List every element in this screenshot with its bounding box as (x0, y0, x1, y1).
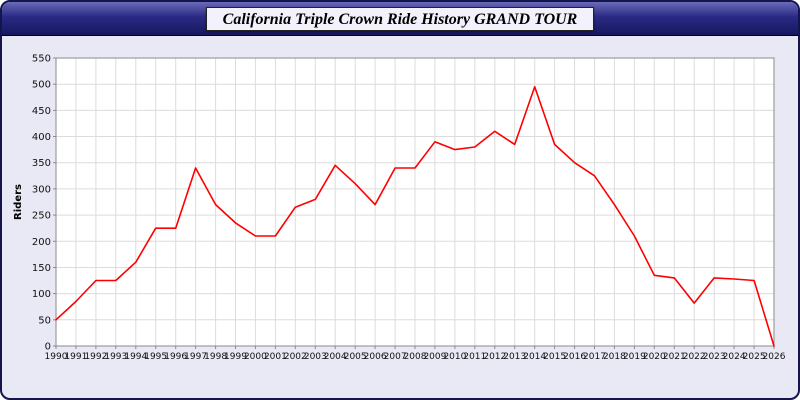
chart-title-box: California Triple Crown Ride History GRA… (205, 6, 595, 31)
svg-text:2024: 2024 (723, 352, 746, 362)
chart-canvas: 0501001502002503003504004505005501990199… (13, 54, 786, 363)
svg-text:2008: 2008 (404, 352, 427, 362)
svg-text:2002: 2002 (284, 352, 307, 362)
svg-text:100: 100 (32, 289, 51, 300)
vertical-gridlines (55, 58, 775, 346)
svg-text:2015: 2015 (543, 352, 566, 362)
svg-text:2021: 2021 (663, 352, 686, 362)
svg-text:2001: 2001 (264, 352, 287, 362)
svg-text:550: 550 (32, 54, 51, 65)
svg-text:2006: 2006 (364, 352, 387, 362)
svg-text:300: 300 (32, 184, 51, 195)
svg-text:2012: 2012 (483, 352, 506, 362)
svg-text:1996: 1996 (164, 352, 187, 362)
x-axis-tick-labels: 1990199119921993199419951996199719981999… (45, 346, 786, 362)
svg-text:0: 0 (45, 342, 51, 353)
svg-text:2007: 2007 (384, 352, 407, 362)
chart-plot-area: 0 50 100 150 200 250 300 350 400 450 500 550 1990 199… (8, 46, 796, 398)
svg-text:2026: 2026 (763, 352, 786, 362)
svg-text:2025: 2025 (743, 352, 766, 362)
svg-text:1994: 1994 (124, 352, 147, 362)
chart-title: California Triple Crown Ride History GRA… (222, 10, 578, 28)
svg-text:1991: 1991 (64, 352, 87, 362)
y-axis-title: Riders (13, 184, 24, 220)
svg-text:200: 200 (32, 237, 51, 248)
svg-text:1992: 1992 (84, 352, 107, 362)
svg-text:2019: 2019 (623, 352, 646, 362)
svg-text:2005: 2005 (344, 352, 367, 362)
svg-text:2014: 2014 (523, 352, 546, 362)
svg-text:2016: 2016 (563, 352, 586, 362)
svg-text:1998: 1998 (204, 352, 227, 362)
svg-text:1990: 1990 (45, 352, 68, 362)
svg-text:2018: 2018 (603, 352, 626, 362)
svg-text:2000: 2000 (244, 352, 267, 362)
svg-text:2011: 2011 (463, 352, 486, 362)
svg-text:350: 350 (32, 158, 51, 169)
svg-text:450: 450 (32, 106, 51, 117)
svg-text:50: 50 (38, 315, 51, 326)
svg-text:1995: 1995 (144, 352, 167, 362)
y-axis-tick-labels: 0 50 100 150 200 250 300 350 400 450 500 550 (32, 54, 56, 353)
svg-text:2010: 2010 (443, 352, 466, 362)
plot-border (55, 57, 775, 347)
svg-text:1999: 1999 (224, 352, 247, 362)
riders-data-line (55, 85, 775, 347)
svg-text:2003: 2003 (304, 352, 327, 362)
svg-text:1997: 1997 (184, 352, 207, 362)
svg-text:250: 250 (32, 211, 51, 222)
chart-header: California Triple Crown Ride History GRA… (2, 2, 798, 36)
svg-text:2017: 2017 (583, 352, 606, 362)
svg-text:150: 150 (32, 263, 51, 274)
svg-text:400: 400 (32, 132, 51, 143)
svg-text:2013: 2013 (503, 352, 526, 362)
svg-text:2004: 2004 (324, 352, 347, 362)
svg-text:1993: 1993 (104, 352, 127, 362)
svg-text:2009: 2009 (423, 352, 446, 362)
svg-text:2020: 2020 (643, 352, 666, 362)
svg-text:2023: 2023 (703, 352, 726, 362)
svg-text:2022: 2022 (683, 352, 706, 362)
svg-text:500: 500 (32, 80, 51, 91)
